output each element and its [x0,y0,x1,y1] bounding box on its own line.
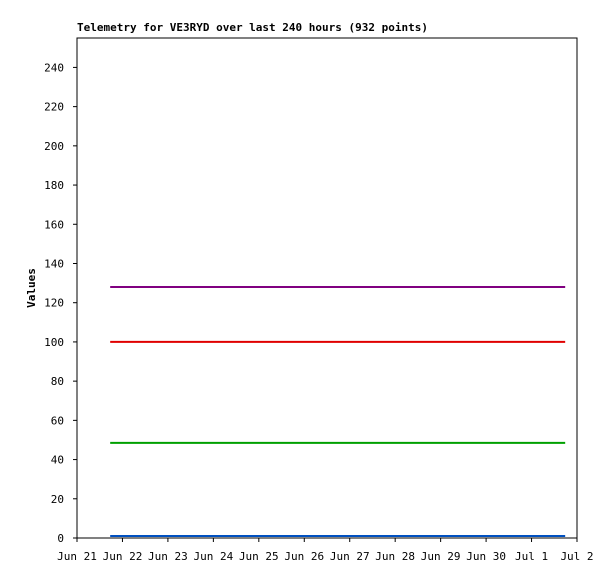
x-tick-label: Jun 25 [239,550,279,563]
y-tick-label: 240 [44,61,64,74]
x-tick-label: Jun 21 [57,550,97,563]
y-tick-label: 80 [51,375,64,388]
y-tick-label: 180 [44,179,64,192]
x-tick-label: Jun 26 [284,550,324,563]
x-tick-label: Jul 1 [515,550,548,563]
x-tick-label: Jun 23 [148,550,188,563]
y-tick-label: 120 [44,297,64,310]
x-tick-label: Jun 27 [330,550,370,563]
x-tick-label: Jun 28 [375,550,415,563]
x-tick-label: Jun 30 [466,550,506,563]
x-tick-label: Jun 22 [103,550,143,563]
y-tick-label: 160 [44,218,64,231]
x-tick-label: Jun 24 [193,550,233,563]
y-tick-label: 200 [44,140,64,153]
y-tick-label: 0 [57,532,64,545]
x-tick-label: Jul 2 [560,550,593,563]
y-axis-label: Values [25,268,38,308]
y-tick-label: 220 [44,101,64,114]
y-tick-label: 40 [51,454,64,467]
y-tick-label: 100 [44,336,64,349]
y-tick-label: 60 [51,414,64,427]
y-tick-label: 140 [44,257,64,270]
x-tick-label: Jun 29 [421,550,461,563]
y-tick-label: 20 [51,493,64,506]
plot-frame [76,37,578,539]
chart-title: Telemetry for VE3RYD over last 240 hours… [77,21,428,34]
